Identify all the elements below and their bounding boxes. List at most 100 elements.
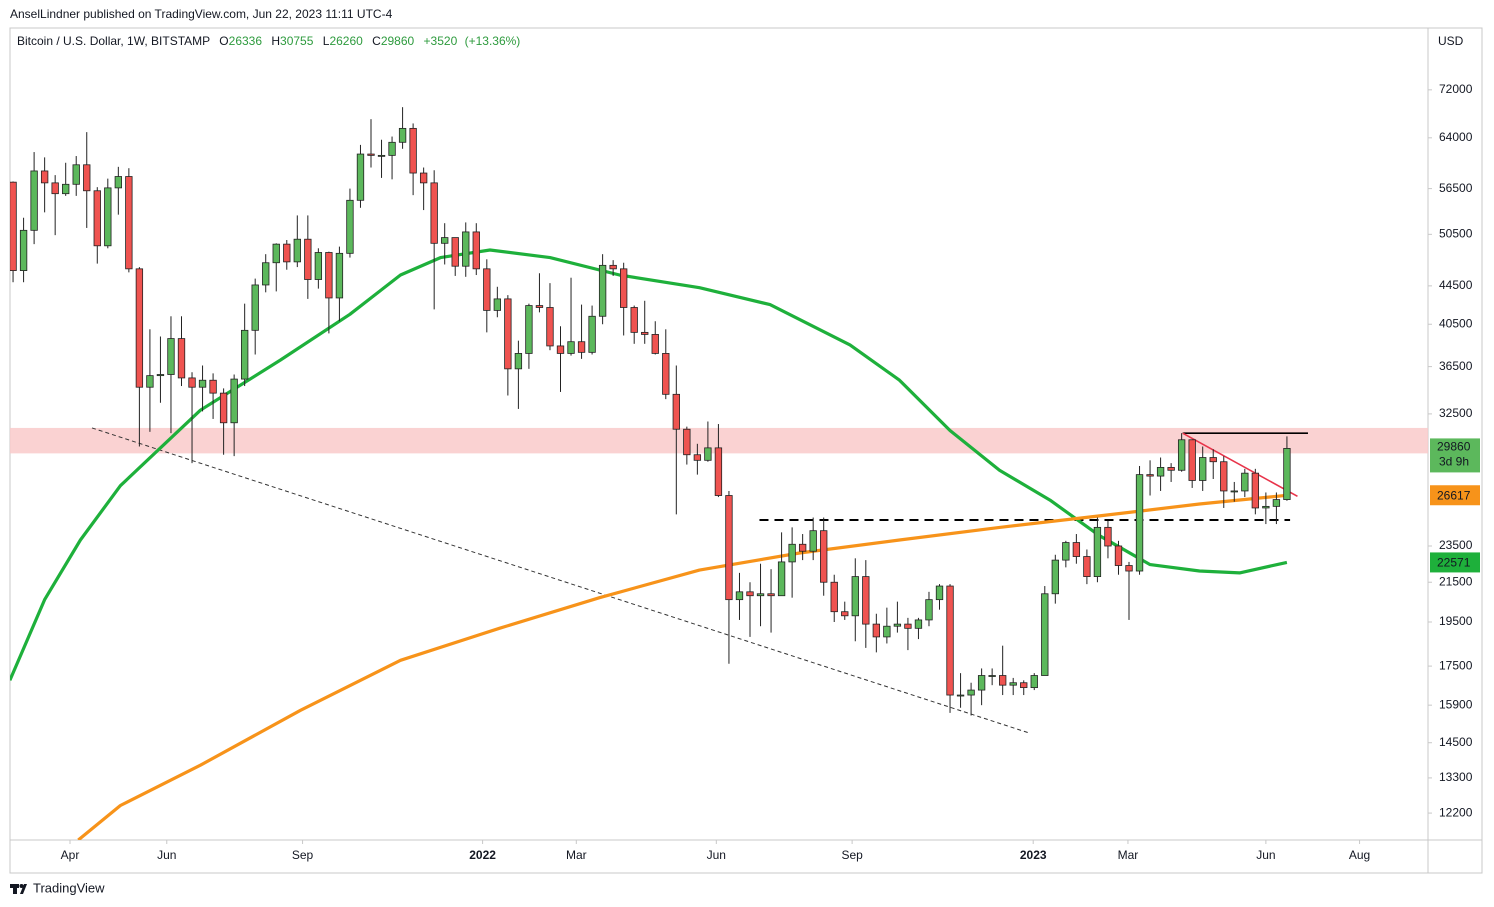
candle-body	[767, 593, 775, 597]
candle-body	[430, 182, 438, 244]
x-tick-label: 2022	[469, 848, 496, 862]
candle-body	[51, 182, 59, 195]
candle-body	[1199, 457, 1207, 481]
price-label-box	[1430, 438, 1480, 473]
y-tick-label: 15900	[1439, 697, 1473, 711]
y-tick-label: 19500	[1439, 614, 1473, 628]
candle-body	[283, 243, 291, 263]
currency: USD	[1438, 34, 1464, 48]
candle-body	[493, 298, 501, 311]
candle-body	[398, 127, 407, 143]
candle-body	[125, 176, 133, 270]
candle-body	[1209, 457, 1217, 463]
candle-body	[188, 377, 196, 388]
candle-body	[609, 264, 617, 270]
x-tick-label: Jun	[157, 848, 176, 862]
candle-body	[104, 187, 112, 247]
candle-body	[820, 530, 828, 583]
candle-body	[325, 252, 333, 299]
ohlc-value: 26336	[229, 34, 263, 48]
candle-body	[1241, 472, 1249, 492]
candle-body	[1251, 472, 1260, 509]
y-tick-label: 23500	[1439, 538, 1473, 552]
candle-body	[1020, 682, 1028, 689]
candle-body	[10, 181, 17, 271]
ohlc-value: 29860	[381, 34, 415, 48]
candle-body	[198, 379, 207, 388]
candle-body	[241, 329, 249, 380]
candle-body	[1125, 565, 1133, 572]
footer-brand: TradingView	[33, 880, 105, 895]
candle-body	[641, 331, 649, 335]
candle-body	[872, 623, 881, 638]
candle-body	[851, 576, 859, 617]
candle-body	[356, 153, 365, 201]
footer-logo	[10, 884, 27, 894]
y-tick-label: 14500	[1439, 735, 1473, 749]
candle-body	[451, 237, 459, 267]
candle-body	[441, 237, 449, 244]
candle-body	[672, 393, 680, 430]
candle-body	[219, 392, 228, 424]
candle-body	[535, 305, 544, 308]
ma-label: 22571	[1437, 556, 1471, 570]
y-tick-label: 12200	[1439, 805, 1473, 819]
y-tick-label: 36500	[1439, 359, 1473, 373]
candle-body	[262, 262, 270, 286]
candle-body	[746, 591, 754, 597]
candle-body	[514, 353, 523, 370]
candle-body	[598, 264, 607, 317]
candle-body	[314, 252, 323, 280]
candle-body	[798, 543, 807, 552]
x-tick-label: Aug	[1349, 848, 1370, 862]
candle-body	[977, 675, 986, 691]
candle-body	[567, 341, 575, 354]
candle-body	[504, 298, 512, 370]
candle-body	[893, 623, 902, 627]
candle-body	[620, 268, 628, 308]
candle-body	[1177, 439, 1186, 471]
moving-average	[77, 493, 1288, 840]
candle-body	[40, 170, 49, 184]
candle-body	[1041, 593, 1049, 676]
y-tick-label: 32500	[1439, 406, 1473, 420]
candle-body	[841, 611, 849, 617]
candle-body	[272, 243, 280, 264]
candle-body	[304, 238, 312, 280]
x-tick-label: Mar	[566, 848, 587, 862]
candle-body	[683, 428, 691, 456]
candle-body	[1062, 542, 1070, 561]
candle-body	[925, 599, 933, 621]
candle-body	[1104, 526, 1112, 547]
candle-body	[62, 183, 70, 195]
candle-body	[809, 530, 817, 552]
candle-body	[556, 345, 565, 354]
candle-body	[30, 170, 38, 231]
x-tick-label: Jun	[707, 848, 726, 862]
candle-body	[546, 307, 554, 347]
candle-body	[988, 675, 996, 677]
candle-body	[114, 176, 122, 189]
plot-area	[10, 107, 1428, 840]
candle-body	[999, 675, 1007, 686]
candle-body	[293, 238, 301, 263]
candle-body	[1083, 556, 1091, 577]
candle-body	[1030, 675, 1038, 689]
candle-body	[588, 315, 596, 353]
candle-body	[1156, 467, 1165, 477]
candle-body	[630, 307, 638, 333]
candle-body	[725, 495, 733, 601]
candle-body	[735, 591, 744, 601]
candle-body	[377, 154, 386, 157]
candle-body	[1093, 526, 1102, 577]
candle-body	[83, 164, 91, 192]
candle-body	[883, 625, 891, 638]
candle-body	[1167, 467, 1175, 471]
drawing-line	[1182, 432, 1298, 497]
candle-body	[1072, 542, 1081, 557]
y-tick-label: 13300	[1439, 770, 1473, 784]
ohlc-label: H	[271, 34, 280, 48]
candle-body	[651, 334, 659, 354]
candle-body	[693, 454, 702, 461]
